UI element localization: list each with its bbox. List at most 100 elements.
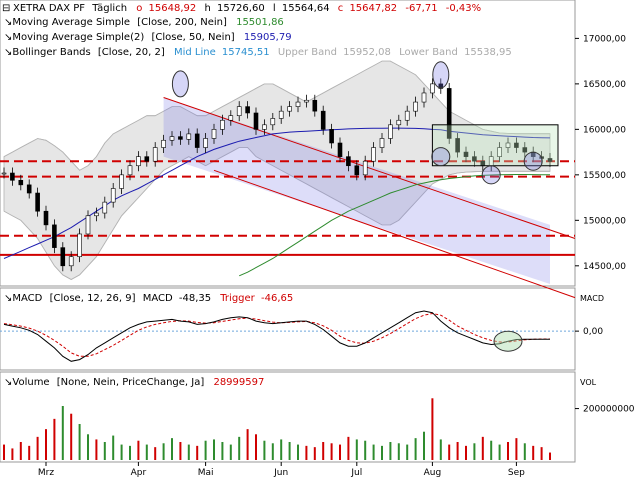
ma200-label: Moving Average Simple [12,17,130,28]
volume-bar [271,443,274,460]
high-label: h [204,3,210,14]
volume-bar [313,447,316,460]
volume-bar [339,444,341,460]
volume-bar [473,443,476,460]
trigger-line [3,312,550,357]
volume-bar [515,438,518,460]
price-candle [295,101,301,107]
low-label: l [273,3,276,14]
price-candle [136,156,141,167]
volume-bar [297,444,299,460]
price-candle [85,215,91,235]
volume-bar [465,445,467,460]
volume-bar [389,442,392,460]
price-candle [362,160,368,176]
open-label: o [136,3,142,14]
low-value: 15564,64 [282,3,330,14]
price-candle [110,188,116,203]
volume-bar [448,444,451,460]
peak-marker [432,61,450,89]
volume-bar [70,413,73,460]
volume-params: [None, Nein, PriceChange, Ja] [57,377,205,388]
x-tick-label: Jun [273,468,288,478]
price-candle [413,101,418,112]
volume-bar [221,442,224,460]
ma50-label: Moving Average Simple(2) [12,32,144,43]
low-marker [431,147,451,167]
macd-panel-frame [0,287,576,371]
price-candle [430,83,435,94]
x-tick-label: Mai [198,468,214,478]
price-candle [26,184,32,194]
macd-axis-title: MACD [580,294,604,303]
volume-bar [255,434,257,460]
volume-bar [19,442,22,460]
volume-panel-frame [0,371,576,463]
ma50-value: 15905,79 [244,32,292,43]
volume-bar [238,436,241,460]
volume-bar [246,429,249,460]
ma50-params: [Close, 50, Nein] [151,32,234,43]
volume-bar [87,434,89,460]
bollinger-upper-line [3,60,550,171]
price-y-tick-label: 14500,00 [583,262,626,272]
macd-panel: 0,00 [0,310,603,362]
price-candle [262,124,267,130]
price-header: ⊟ XETRA DAX PF Täglich o 15648,92 h 1572… [2,3,512,58]
macd-label: MACD [12,293,42,304]
x-tick-label: Aug [424,468,442,478]
price-candle [379,138,385,148]
volume-bar [103,442,106,460]
price-candle [253,112,259,130]
volume-bar [498,444,501,460]
volume-bar [137,440,140,460]
bollinger-upper-value: 15952,08 [343,47,391,58]
volume-bar [423,431,425,460]
bollinger-label: Bollinger Bands [12,47,90,58]
volume-bar [406,444,409,460]
price-candle [211,129,217,139]
price-candle [438,83,444,89]
volume-bar [347,436,350,460]
macd-cross-marker [493,330,523,352]
trigger-label: Trigger [219,293,255,304]
instrument-title: XETRA DAX PF Täglich o 15648,92 h 15726,… [13,3,481,14]
volume-bar [490,440,493,460]
price-candle [388,124,393,139]
price-candle [186,133,192,140]
bollinger-lower-value: 15538,95 [464,47,512,58]
price-candle [497,147,502,157]
x-axis: Mrz Apr Mai Jun Jul Aug Sep [38,462,525,478]
volume-bar [162,443,165,460]
macd-legend: ↘MACD [Close, 12, 26, 9] MACD -48,35 Tri… [4,293,293,304]
settings-icon[interactable]: ⊟ [2,3,10,14]
price-candle [18,179,24,186]
volume-bar [330,443,333,460]
macd-glyph: ↘ [4,293,12,304]
price-candle [10,172,15,181]
macd-y-tick-label: 0,00 [583,327,603,337]
volume-label: Volume [12,377,49,388]
price-y-tick-label: 16000,00 [583,125,626,135]
trigger-value: -46,65 [261,293,293,304]
price-candle [472,156,477,162]
price-candle [60,247,66,267]
volume-bar [288,442,291,460]
price-candle [178,136,183,140]
volume-bar [95,439,98,460]
volume-panel: 200000000 [3,398,635,460]
bollinger-upper-label: Upper Band [278,47,337,58]
price-candle [547,158,553,162]
instrument-name: XETRA DAX PF [13,3,85,14]
price-candle [245,106,250,114]
volume-bar [481,436,484,460]
trend-channel-fill [163,97,550,284]
price-candle [1,172,7,175]
price-candle [77,233,82,258]
price-candle [446,88,452,139]
volume-bar [540,447,543,460]
volume-axis-title: VOL [580,378,597,387]
bollinger-lower-line [3,147,550,280]
macd-params: [Close, 12, 26, 9] [50,293,136,304]
volume-bar [171,438,173,460]
